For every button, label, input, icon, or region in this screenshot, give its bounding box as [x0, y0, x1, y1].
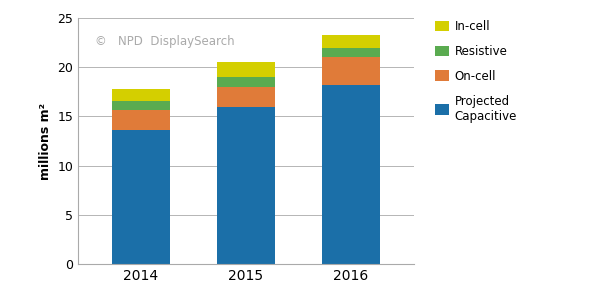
- Bar: [217, 106, 275, 264]
- Bar: [217, 62, 275, 77]
- Bar: [322, 35, 380, 47]
- Bar: [112, 89, 170, 101]
- Bar: [322, 57, 380, 85]
- Bar: [112, 110, 170, 130]
- Y-axis label: millions m²: millions m²: [39, 102, 52, 180]
- Bar: [112, 101, 170, 110]
- Bar: [217, 77, 275, 87]
- Bar: [217, 87, 275, 106]
- Bar: [322, 47, 380, 57]
- Legend: In-cell, Resistive, On-cell, Projected
Capacitive: In-cell, Resistive, On-cell, Projected C…: [433, 19, 518, 124]
- Bar: [112, 130, 170, 264]
- Text: ©   NPD  DisplaySearch: © NPD DisplaySearch: [95, 35, 235, 48]
- Bar: [322, 85, 380, 264]
